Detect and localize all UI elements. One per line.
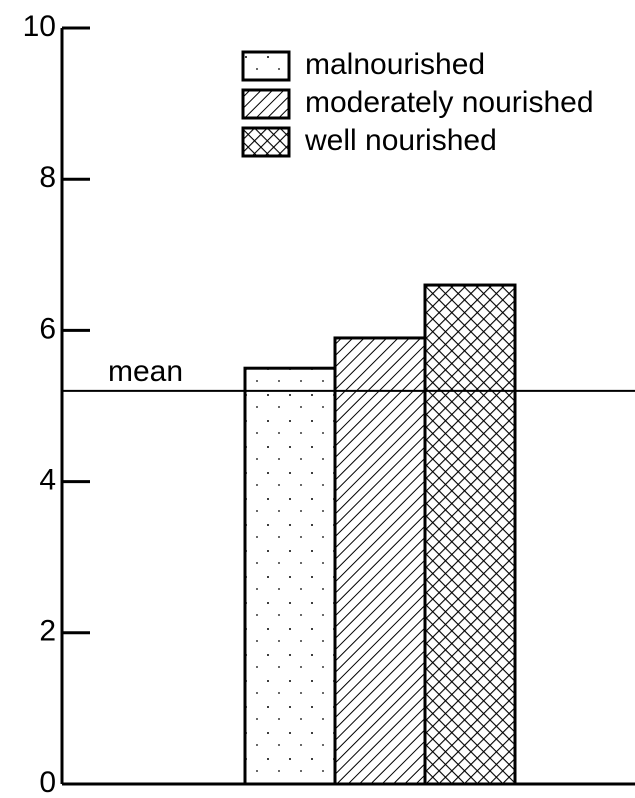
legend-label: malnourished — [305, 48, 485, 81]
legend-swatch — [241, 126, 291, 158]
y-tick-label: 10 — [23, 10, 56, 43]
bar — [243, 366, 337, 786]
y-tick-label: 2 — [39, 615, 56, 648]
bar — [423, 283, 517, 786]
legend-swatch — [241, 88, 291, 120]
legend-swatch — [241, 50, 291, 82]
y-tick-label: 0 — [39, 766, 56, 798]
bar — [333, 336, 427, 786]
y-tick-label: 4 — [39, 464, 56, 497]
legend-label: well nourished — [304, 124, 497, 157]
legend-label: moderately nourished — [305, 86, 594, 119]
y-tick-label: 8 — [39, 161, 56, 194]
mean-label: mean — [108, 355, 183, 388]
y-tick-label: 6 — [39, 312, 56, 345]
